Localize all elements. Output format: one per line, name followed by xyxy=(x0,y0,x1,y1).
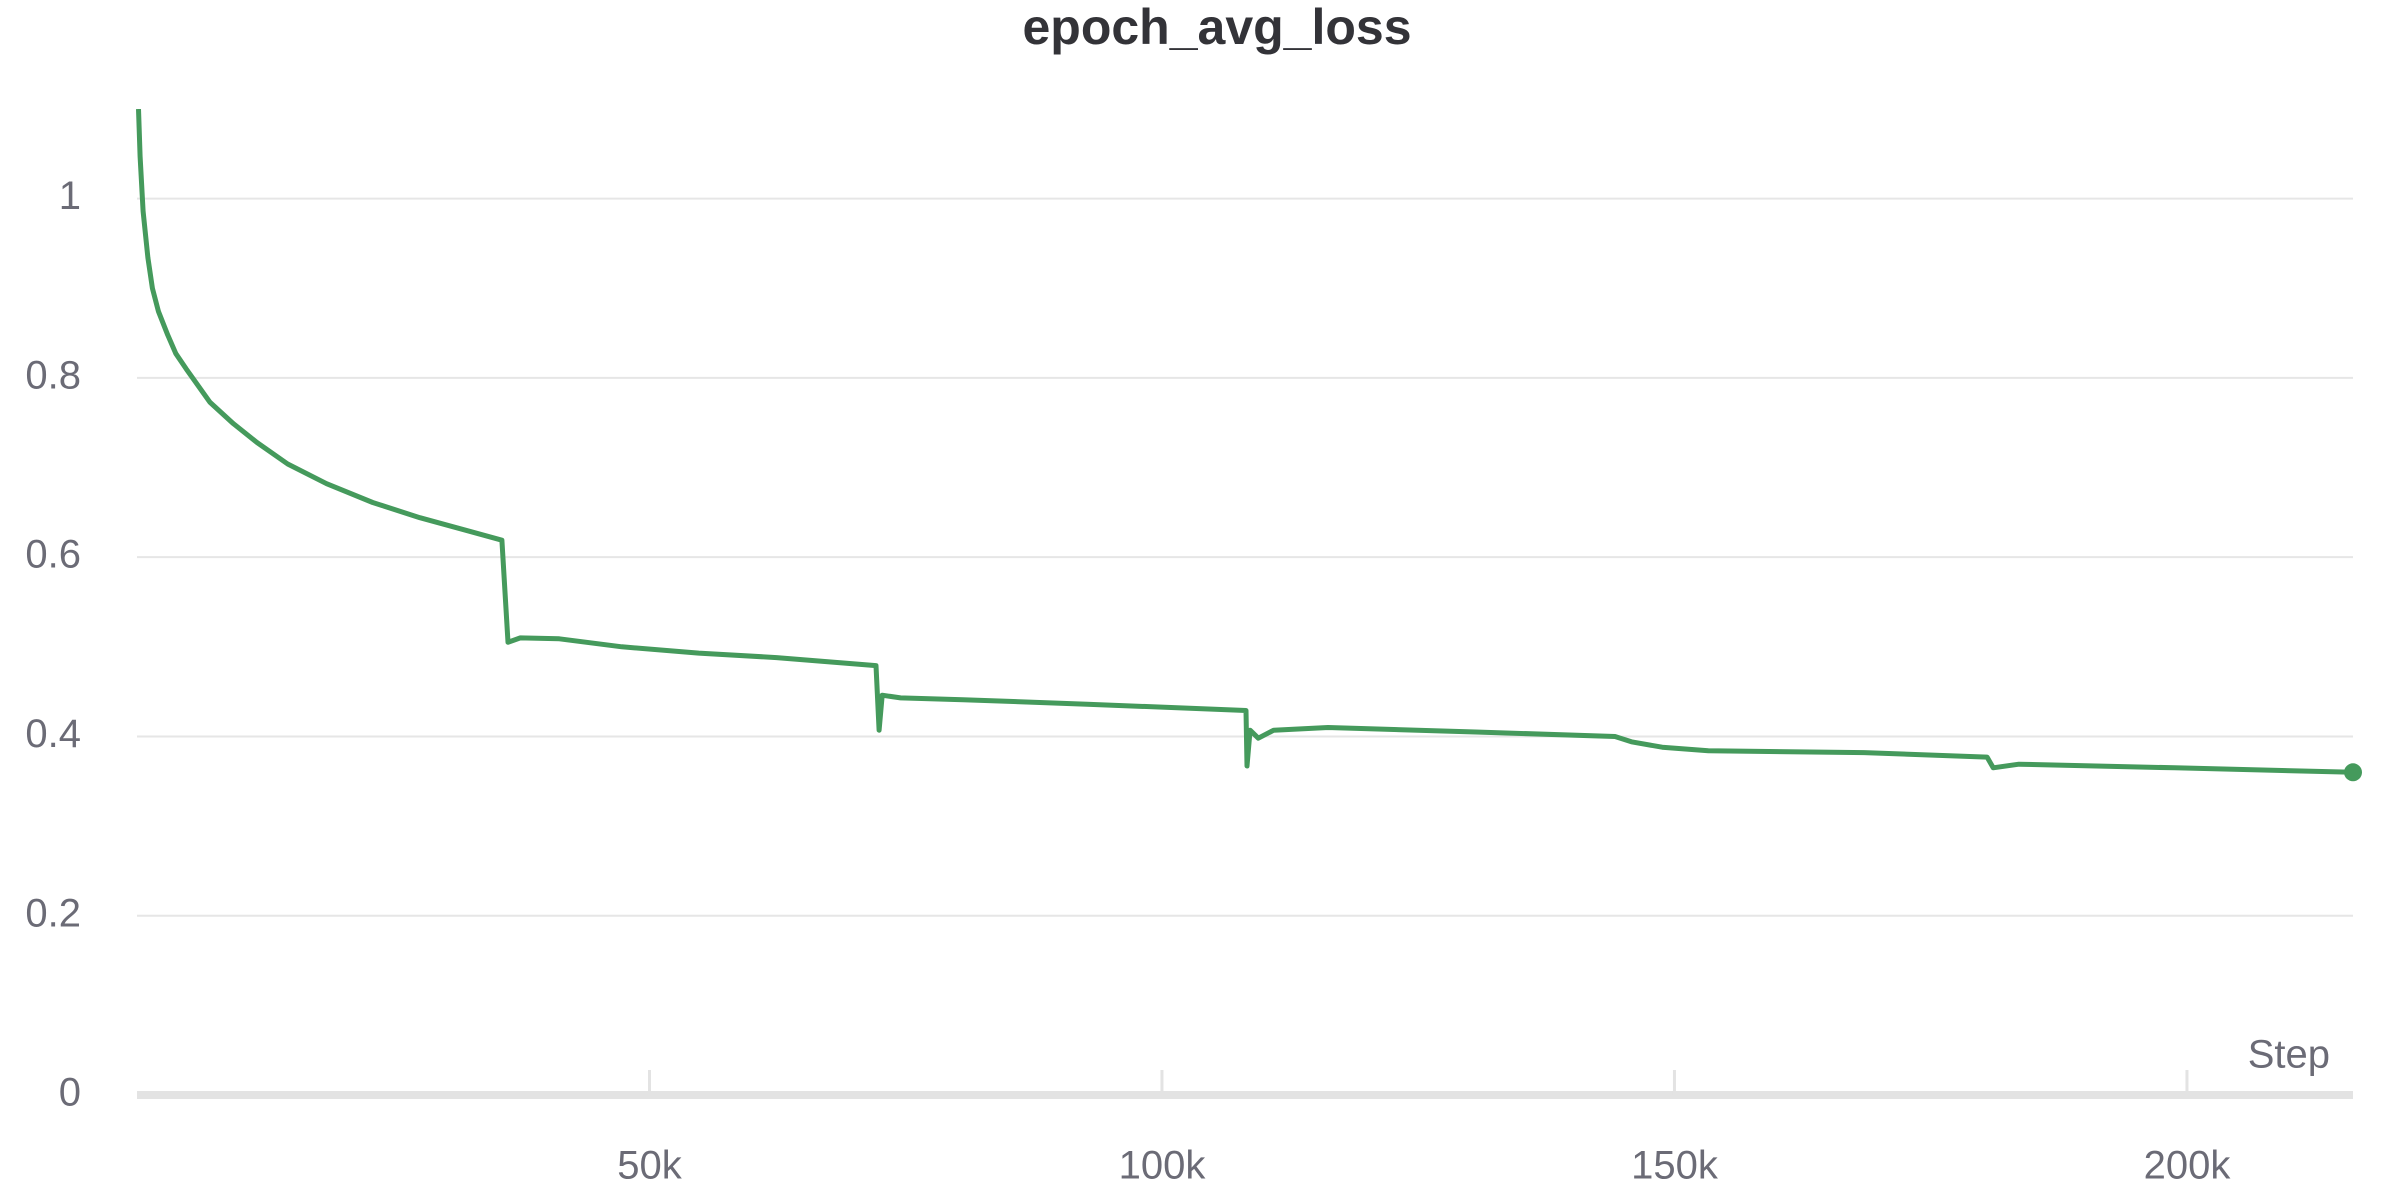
y-tick-label: 0.2 xyxy=(25,891,81,935)
y-tick-label: 1 xyxy=(59,174,81,218)
x-tick-label: 200k xyxy=(2144,1144,2232,1188)
line-series xyxy=(136,109,2354,775)
y-tick-label: 0 xyxy=(59,1071,81,1115)
x-tick-label: 100k xyxy=(1119,1144,1207,1188)
chart-title: epoch_avg_loss xyxy=(1022,0,1411,55)
last-point-marker xyxy=(2344,763,2362,782)
y-tick-label: 0.6 xyxy=(25,533,81,577)
x-tick-label: 50k xyxy=(617,1144,682,1188)
x-tick-label: 150k xyxy=(1631,1144,1719,1188)
x-axis-label: Step xyxy=(2248,1033,2330,1077)
y-tick-label: 0.8 xyxy=(25,353,81,397)
y-tick-label: 0.4 xyxy=(25,712,81,756)
